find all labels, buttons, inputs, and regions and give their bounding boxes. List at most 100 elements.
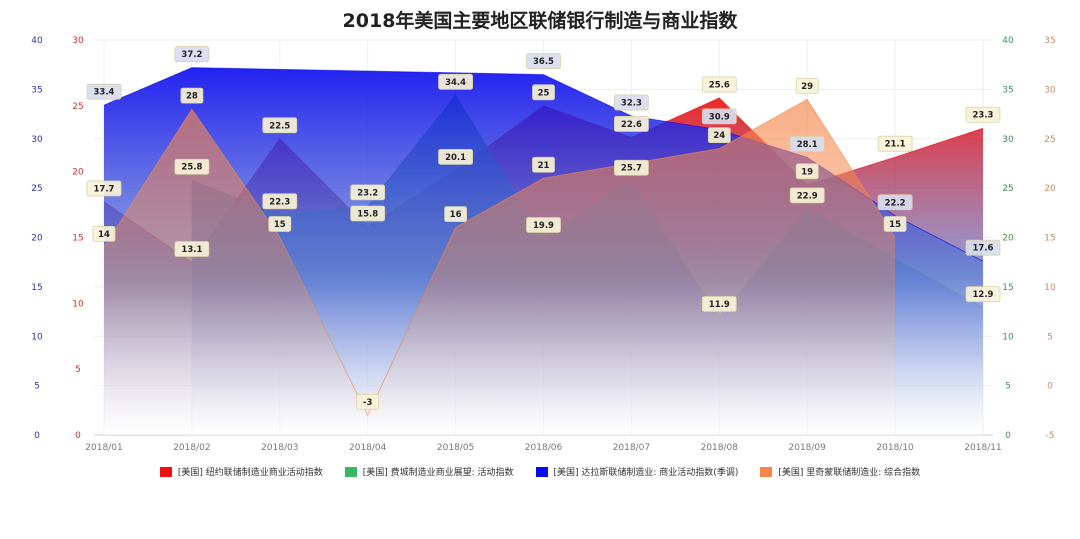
x-tick-label: 2018/08	[701, 443, 739, 453]
data-label: 17.7	[86, 180, 122, 197]
legend-item[interactable]: [美国] 达拉斯联储制造业: 商业活动指数(季调)	[535, 465, 739, 478]
legend-item[interactable]: [美国] 费城制造业商业展望: 活动指数	[344, 465, 514, 478]
svg-text:25.7: 25.7	[621, 164, 642, 174]
data-label: 28.1	[789, 136, 825, 152]
y-tick-label: 30	[1002, 135, 1014, 145]
data-label: 21	[532, 156, 555, 173]
x-tick-label: 2018/09	[789, 443, 827, 453]
y-tick-label: 10	[72, 299, 84, 309]
y-tick-label: 20	[1044, 184, 1056, 194]
data-label: 15	[883, 216, 907, 232]
data-label: 36.5	[526, 53, 561, 69]
legend-swatch	[344, 466, 357, 477]
svg-text:12.9: 12.9	[973, 290, 994, 300]
svg-text:22.2: 22.2	[885, 198, 906, 208]
y-tick-label: 25	[1044, 135, 1055, 145]
svg-text:17.7: 17.7	[94, 184, 115, 194]
y-tick-label: 30	[1044, 85, 1056, 95]
data-label: 25	[532, 84, 555, 101]
data-label: 22.5	[262, 117, 298, 134]
svg-text:15: 15	[889, 220, 901, 230]
data-label: 19.9	[526, 217, 561, 233]
svg-text:15: 15	[274, 220, 286, 230]
y-tick-label: 15	[1044, 234, 1055, 244]
x-tick-label: 2018/01	[85, 443, 122, 453]
svg-text:25.6: 25.6	[709, 80, 730, 90]
svg-text:19: 19	[801, 167, 813, 177]
y-tick-label: 20	[31, 234, 43, 244]
y-tick-label: 5	[75, 365, 81, 375]
svg-text:22.6: 22.6	[621, 120, 642, 130]
y-tick-label: 5	[1047, 332, 1053, 342]
data-label: 30.9	[701, 108, 737, 125]
data-label: 14	[92, 225, 116, 242]
data-label: 25.6	[701, 76, 737, 93]
y-tick-label: -5	[1046, 431, 1055, 441]
x-tick-label: 2018/05	[437, 443, 474, 453]
x-tick-label: 2018/10	[876, 443, 914, 453]
data-label: 29	[795, 77, 819, 94]
svg-text:20.1: 20.1	[445, 153, 466, 163]
data-label: 25.7	[614, 159, 649, 176]
y-tick-label: 20	[1002, 234, 1014, 244]
legend-label: [美国] 费城制造业商业展望: 活动指数	[362, 468, 514, 478]
legend-item[interactable]: [美国] 里奇蒙联储制造业: 综合指数	[760, 465, 920, 478]
svg-text:25.8: 25.8	[181, 163, 202, 173]
svg-text:32.3: 32.3	[621, 99, 642, 109]
data-label: 11.9	[701, 296, 737, 312]
data-label: 23.2	[350, 184, 386, 201]
y-tick-label: 25	[1002, 184, 1013, 194]
y-tick-label: 0	[1005, 431, 1011, 441]
data-label: 22.2	[877, 194, 913, 211]
series-line	[103, 98, 896, 417]
legend: [美国] 纽约联储制造业商业活动指数 [美国] 费城制造业商业展望: 活动指数 [美…	[0, 465, 1080, 478]
y-tick-label: 30	[72, 36, 84, 46]
y-tick-label: 40	[31, 36, 43, 46]
svg-text:21: 21	[538, 161, 550, 171]
y-tick-label: 25	[31, 184, 42, 194]
svg-text:22.5: 22.5	[269, 121, 290, 131]
svg-text:34.4: 34.4	[445, 78, 466, 88]
y-tick-label: 5	[1005, 382, 1011, 392]
data-label: 16	[444, 206, 468, 223]
svg-text:22.9: 22.9	[797, 191, 818, 201]
y-tick-label: 35	[1044, 36, 1055, 46]
svg-text:25: 25	[538, 88, 550, 98]
data-label: 15	[268, 216, 292, 232]
legend-swatch	[535, 466, 548, 477]
chart-title: 2018年美国主要地区联储银行制造与商业指数	[342, 10, 738, 32]
y-tick-label: 10	[31, 332, 43, 342]
svg-text:28: 28	[186, 92, 198, 102]
y-tick-label: 15	[1002, 283, 1013, 293]
data-label: 13.1	[174, 241, 210, 257]
svg-text:16: 16	[450, 210, 462, 220]
x-tick-label: 2018/02	[173, 443, 210, 453]
legend-label: [美国] 里奇蒙联储制造业: 综合指数	[778, 468, 921, 478]
data-label: 33.4	[86, 83, 122, 100]
svg-text:21.1: 21.1	[885, 140, 906, 150]
y-tick-label: 5	[34, 382, 40, 392]
legend-swatch	[760, 466, 773, 477]
svg-text:28.1: 28.1	[797, 140, 818, 150]
data-label: 22.9	[789, 187, 825, 204]
x-tick-label: 2018/03	[261, 443, 298, 453]
legend-swatch	[159, 466, 172, 477]
data-label: 24	[707, 127, 731, 144]
svg-text:23.2: 23.2	[357, 188, 378, 198]
data-label: 19	[795, 163, 819, 180]
y-tick-label: 40	[1002, 36, 1014, 46]
legend-label: [美国] 达拉斯联储制造业: 商业活动指数(季调)	[553, 468, 739, 478]
y-tick-label: 10	[1002, 332, 1014, 342]
svg-text:17.6: 17.6	[973, 244, 994, 254]
legend-item[interactable]: [美国] 纽约联储制造业商业活动指数	[159, 465, 323, 478]
y-tick-label: 0	[1047, 382, 1053, 392]
y-tick-label: 15	[72, 234, 83, 244]
data-label: 20.1	[438, 148, 474, 165]
data-label: 12.9	[965, 286, 1001, 303]
data-label: 23.3	[965, 106, 1001, 123]
svg-text:14: 14	[98, 230, 110, 240]
svg-text:22.3: 22.3	[269, 197, 290, 207]
svg-text:33.4: 33.4	[94, 88, 115, 98]
y-tick-label: 30	[31, 135, 43, 145]
data-label: 32.3	[614, 94, 649, 111]
